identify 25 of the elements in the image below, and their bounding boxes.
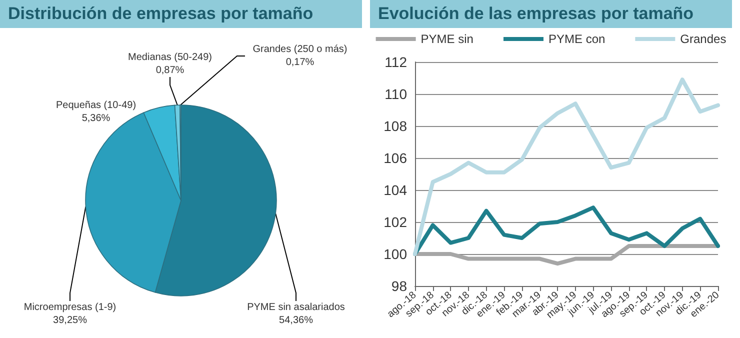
data-label: 0,87% [156, 65, 184, 76]
data-label: 5,36% [82, 113, 110, 124]
y-tick-label: 102 [384, 214, 408, 230]
data-label: 0,17% [286, 57, 314, 68]
y-tick-label: 112 [384, 54, 408, 70]
slice-label: Medianas (50-249) [128, 52, 212, 63]
y-tick-label: 104 [384, 182, 408, 198]
chart-title: Evolución de las empresas por tamaño [370, 0, 732, 28]
legend-label: Grandes [680, 32, 726, 46]
line-series [413, 244, 720, 266]
legend-label: PYME con [548, 32, 606, 46]
y-tick-label: 100 [384, 246, 408, 262]
data-label: 39,25% [53, 315, 88, 326]
line-series [413, 78, 720, 256]
slice-label: Grandes (250 o más) [252, 44, 348, 55]
slice-label: PYME sin asalariados [247, 302, 345, 313]
y-tick-label: 98 [391, 278, 408, 294]
chart-title: Distribución de empresas por tamaño [0, 0, 362, 28]
y-tick-label: 106 [384, 150, 408, 166]
y-tick-label: 110 [384, 86, 408, 102]
slice-label: Pequeñas (10-49) [56, 100, 136, 111]
legend-label: PYME sin [420, 32, 474, 46]
y-tick-label: 108 [384, 118, 408, 134]
data-label: 54,36% [279, 315, 314, 326]
slice-label: Microempresas (1-9) [24, 302, 116, 313]
